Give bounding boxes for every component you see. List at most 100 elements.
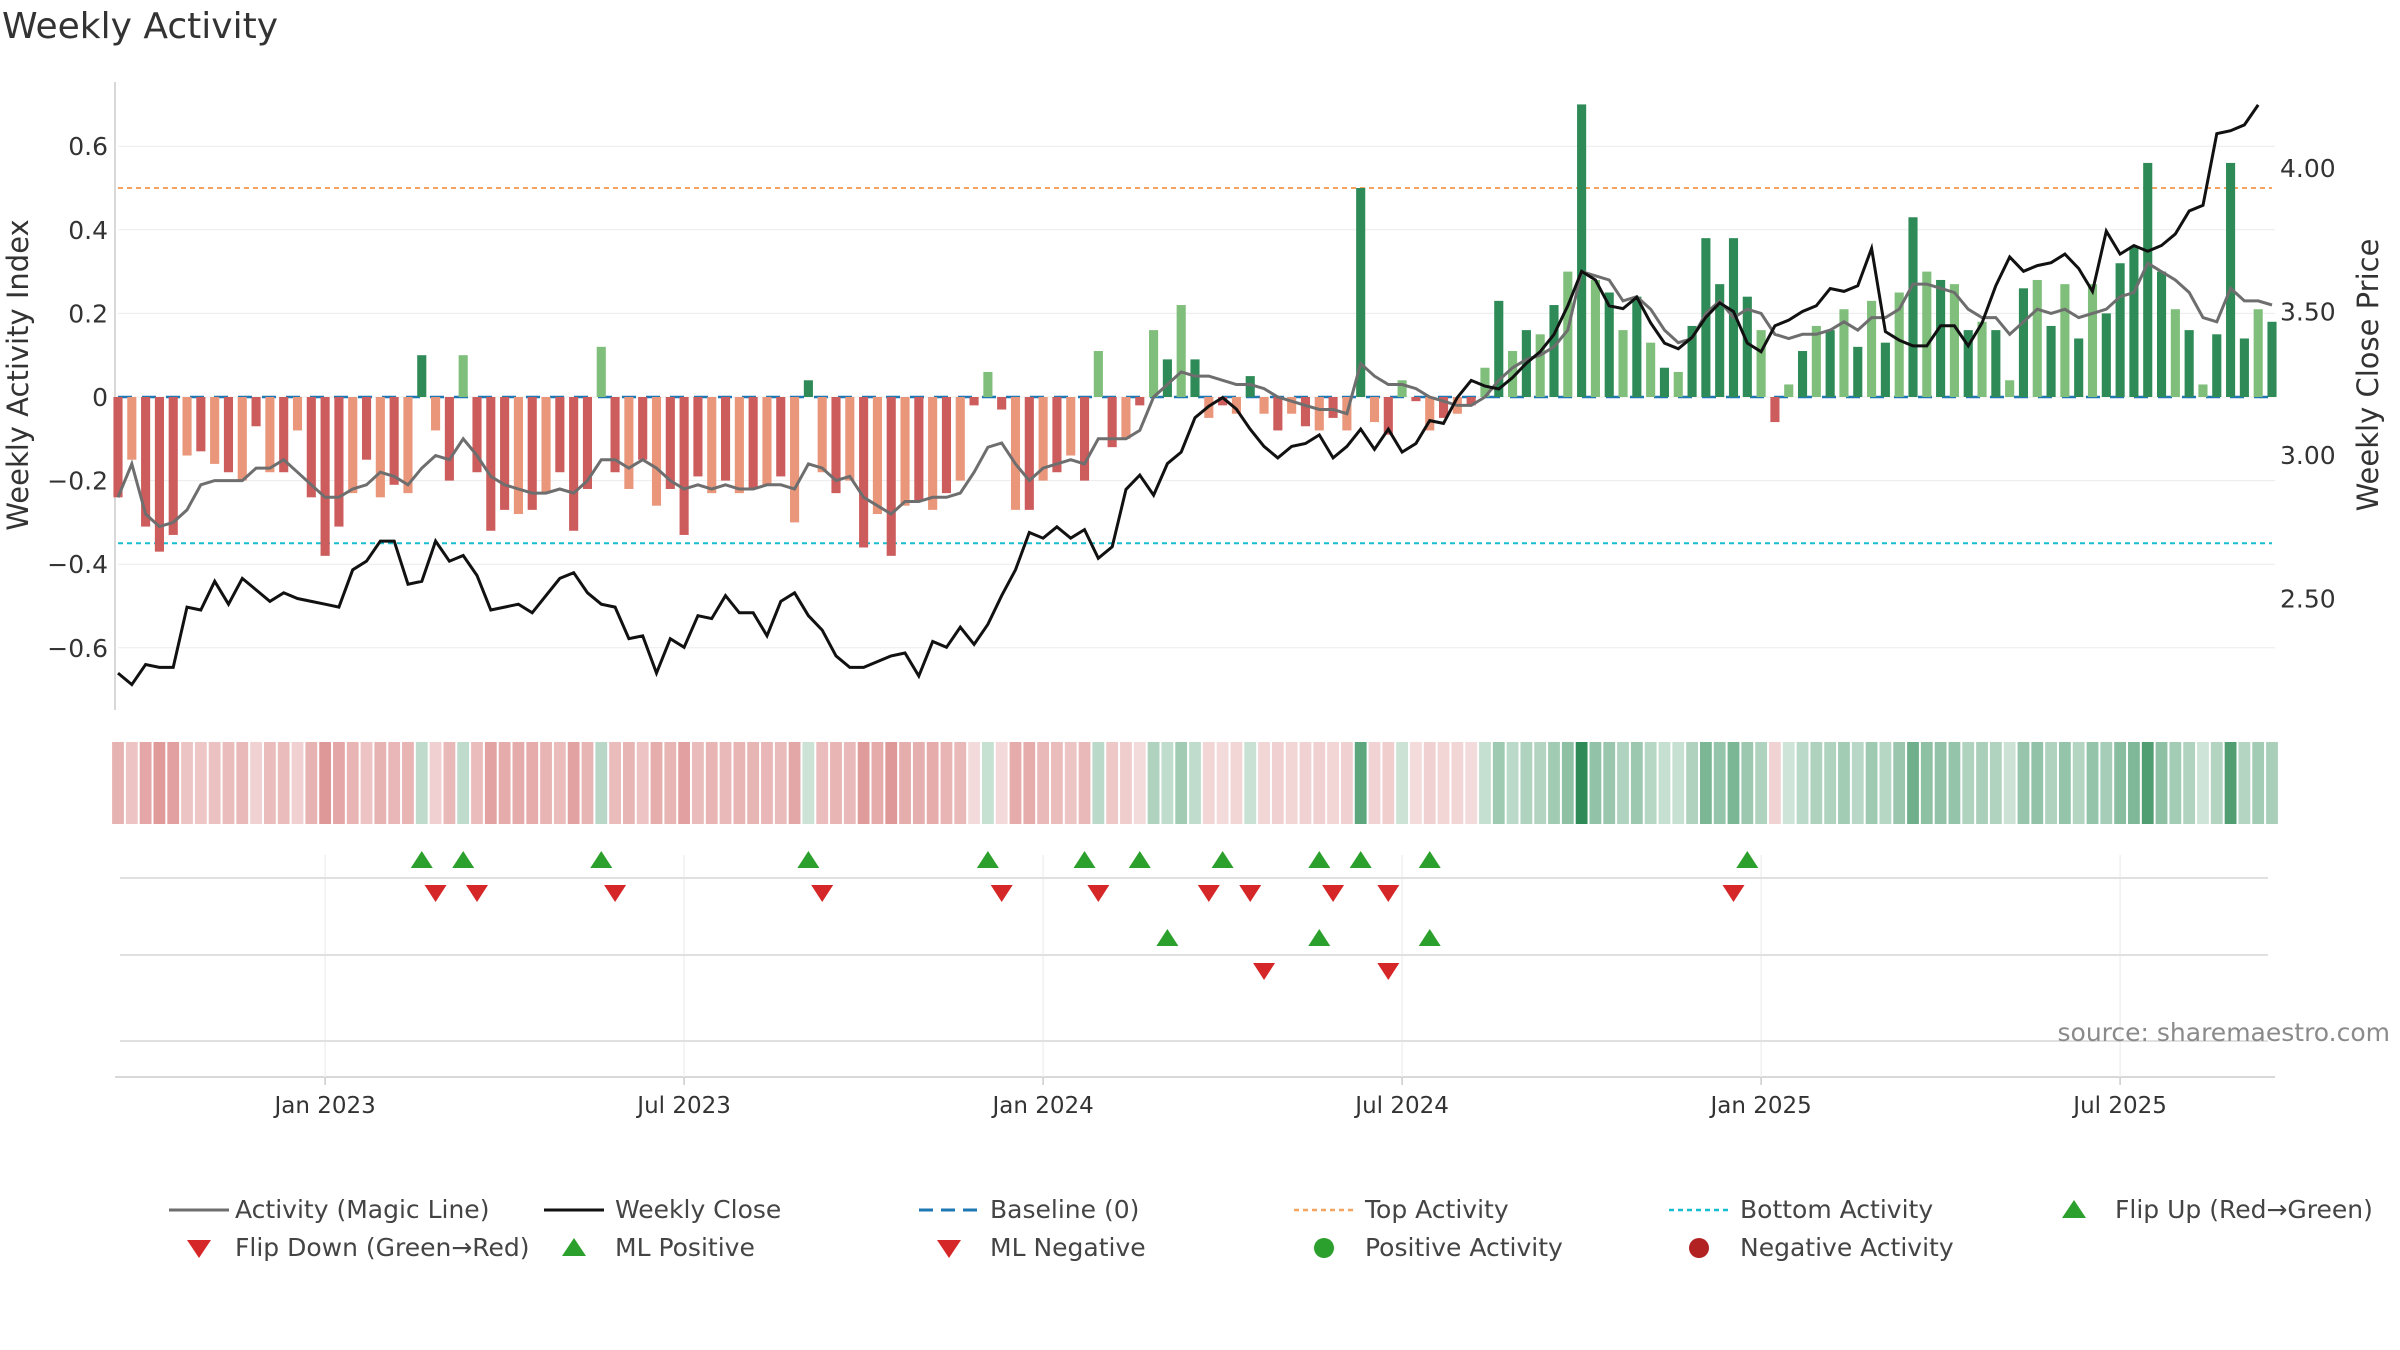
flip-up-marker	[452, 851, 475, 868]
heat-strip-cell	[802, 742, 815, 824]
activity-bar	[527, 397, 537, 510]
heat-strip-cell	[1644, 742, 1657, 824]
flip-down-marker	[1197, 885, 1220, 902]
activity-bar	[486, 397, 496, 531]
heat-strip-cell	[374, 742, 387, 824]
activity-bar	[1632, 296, 1642, 397]
legend-line-gray-icon	[165, 1196, 235, 1224]
flip-up-marker	[976, 851, 999, 868]
heat-strip-cell	[995, 742, 1008, 824]
activity-bar	[389, 397, 399, 485]
activity-bar	[1231, 397, 1241, 414]
activity-bar	[803, 380, 813, 397]
activity-bar	[928, 397, 938, 510]
heat-strip-cell	[719, 742, 732, 824]
activity-bar	[500, 397, 510, 510]
activity-bar	[1383, 397, 1393, 435]
ml-positive-marker	[1418, 929, 1441, 946]
heat-strip-cell	[181, 742, 193, 824]
activity-bar	[2212, 334, 2222, 397]
activity-bar	[1480, 367, 1490, 397]
heat-strip-cell	[733, 742, 746, 824]
legend-label: Activity (Magic Line)	[235, 1195, 490, 1224]
activity-bar	[776, 397, 786, 477]
heat-strip-cell	[664, 742, 677, 824]
y-tick-label: 0.2	[68, 299, 108, 328]
heat-strip-cell	[194, 742, 207, 824]
y2-tick-label: 4.00	[2280, 154, 2336, 183]
legend-item-ml-negative: ML Negative	[915, 1233, 1146, 1262]
heat-strip-cell	[1465, 742, 1478, 824]
heat-strip-cell	[622, 742, 635, 824]
heat-strip-cell	[1437, 742, 1450, 824]
activity-bar	[941, 397, 952, 494]
flip-down-marker	[466, 885, 488, 902]
activity-bar	[817, 397, 827, 473]
heat-strip-cell	[1851, 742, 1864, 824]
heat-strip-cell	[2100, 742, 2113, 824]
activity-bar	[555, 397, 565, 473]
activity-bar	[1245, 376, 1255, 397]
heat-strip-cell	[2058, 742, 2071, 824]
activity-bar	[610, 397, 620, 473]
activity-bar	[292, 397, 303, 431]
activity-bar	[1190, 359, 1200, 397]
heat-strip-cell	[1216, 742, 1229, 824]
heat-strip-cell	[1727, 742, 1740, 824]
heat-strip-cell	[1258, 742, 1270, 824]
y2-tick-label: 2.50	[2280, 585, 2336, 614]
activity-bar	[2170, 309, 2180, 397]
activity-bar	[348, 397, 358, 494]
heat-strip-cell	[1699, 742, 1712, 824]
heat-strip-cell	[1630, 742, 1643, 824]
heat-strip-cell	[926, 742, 939, 824]
activity-bar	[1535, 334, 1545, 397]
heat-strip-cell	[540, 742, 552, 824]
legend-triangle-up-icon	[540, 1234, 615, 1262]
heat-strip-cell	[263, 742, 276, 824]
heat-strip-cell	[830, 742, 842, 824]
activity-bar	[997, 397, 1007, 410]
heat-strip-cell	[761, 742, 773, 824]
heat-strip-cell	[2114, 742, 2127, 824]
activity-bar	[1963, 330, 1973, 397]
heat-strip-cell	[1879, 742, 1892, 824]
activity-bar	[582, 397, 593, 489]
activity-bar	[859, 397, 869, 548]
activity-bar	[651, 397, 662, 506]
activity-bar	[2005, 380, 2015, 397]
activity-bar	[2060, 284, 2070, 397]
activity-bar	[734, 397, 744, 494]
activity-bar	[790, 397, 800, 523]
activity-bar	[679, 397, 689, 535]
heat-strip-cell	[1755, 742, 1768, 824]
heat-strip-cell	[1299, 742, 1312, 824]
flip-up-marker	[1128, 851, 1151, 868]
activity-bar	[1149, 330, 1159, 397]
heat-strip-cell	[1175, 742, 1188, 824]
legend-dot-orange-icon	[1290, 1196, 1365, 1224]
activity-bar	[444, 397, 454, 481]
activity-bar	[2253, 309, 2263, 397]
activity-bar	[1991, 330, 2001, 397]
activity-bar	[472, 397, 482, 473]
y2-axis-label: Weekly Close Price	[2351, 239, 2385, 512]
x-tick-label: Jul 2025	[2071, 1093, 2167, 1119]
y-tick-label: −0.4	[47, 550, 108, 579]
heat-strip-cell	[2210, 742, 2223, 824]
activity-bar	[624, 397, 634, 489]
activity-bar	[1742, 296, 1752, 397]
y2-tick-label: 3.50	[2280, 298, 2336, 327]
heat-strip-cell	[1492, 742, 1505, 824]
legend-item-bottom-activity: Bottom Activity	[1665, 1195, 1933, 1224]
activity-bar	[596, 346, 606, 397]
x-tick-label: Jul 2023	[635, 1093, 731, 1119]
heat-strip-cell	[333, 742, 345, 824]
activity-bar	[1949, 284, 1959, 397]
heat-strip-cell	[484, 742, 497, 824]
activity-bar	[361, 397, 372, 460]
heat-strip-cell	[678, 742, 691, 824]
y-tick-label: 0.4	[68, 216, 108, 245]
heat-strip-cell	[581, 742, 594, 824]
legend-label: Flip Up (Red→Green)	[2115, 1195, 2373, 1224]
